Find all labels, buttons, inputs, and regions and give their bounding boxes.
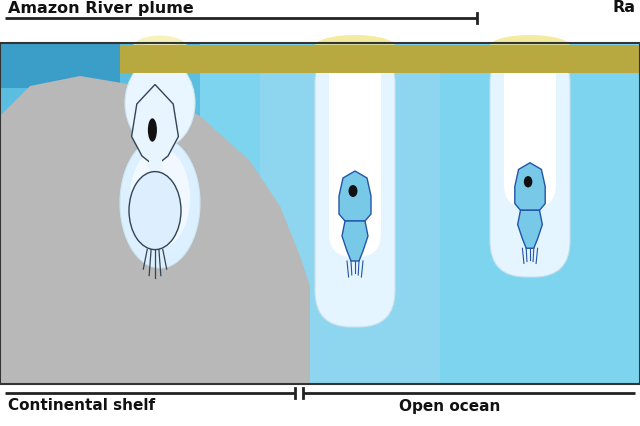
Polygon shape [342, 221, 368, 261]
Bar [148, 156, 161, 179]
FancyBboxPatch shape [315, 47, 395, 327]
Text: Open ocean: Open ocean [399, 398, 500, 414]
Polygon shape [0, 76, 310, 384]
Bar [0, 43, 120, 88]
Ellipse shape [524, 176, 532, 187]
Bar [120, 45, 640, 73]
Text: Amazon River plume: Amazon River plume [8, 0, 194, 15]
Text: Continental shelf: Continental shelf [8, 398, 155, 414]
FancyBboxPatch shape [504, 47, 556, 208]
Bar [120, 45, 640, 73]
Polygon shape [132, 84, 179, 167]
Polygon shape [518, 210, 542, 248]
Ellipse shape [132, 35, 188, 60]
Bar [260, 63, 440, 384]
Polygon shape [339, 171, 371, 221]
Ellipse shape [120, 138, 200, 268]
Text: Ra: Ra [613, 0, 636, 15]
Ellipse shape [125, 58, 195, 148]
Polygon shape [515, 163, 545, 210]
Ellipse shape [129, 172, 181, 250]
FancyBboxPatch shape [329, 47, 381, 257]
Ellipse shape [132, 42, 188, 72]
Ellipse shape [490, 35, 570, 57]
Ellipse shape [148, 118, 157, 142]
FancyBboxPatch shape [490, 47, 570, 277]
Bar [0, 43, 640, 384]
Bar [0, 43, 200, 384]
Ellipse shape [130, 148, 190, 248]
Ellipse shape [349, 185, 358, 197]
Bar [0, 43, 640, 384]
Ellipse shape [315, 35, 395, 57]
